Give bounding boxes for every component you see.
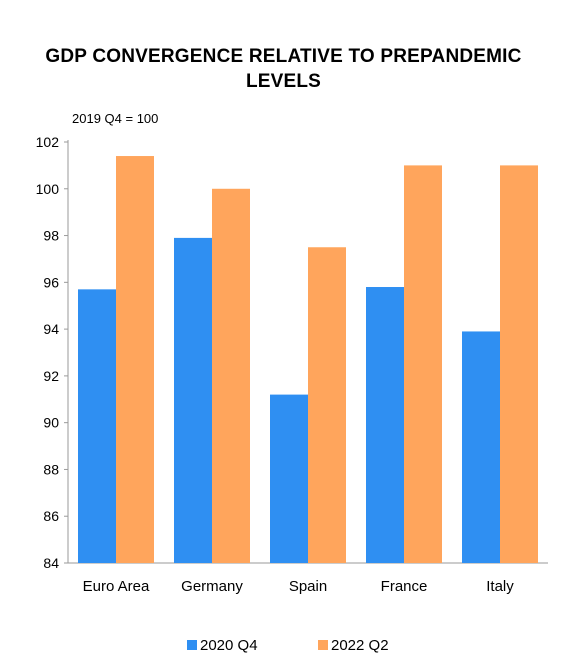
bar-italy-2020-q4 — [462, 331, 500, 563]
bars — [78, 156, 538, 564]
y-tick-label: 84 — [43, 555, 59, 571]
y-tick-label: 92 — [43, 368, 59, 384]
legend-swatch — [187, 640, 197, 650]
unit-note: 2019 Q4 = 100 — [72, 111, 159, 126]
y-tick-label: 102 — [36, 134, 60, 150]
legend-swatch — [318, 640, 328, 650]
y-tick-label: 98 — [43, 228, 59, 244]
x-tick-label: France — [381, 578, 428, 595]
legend: 2020 Q4 2022 Q2 — [187, 637, 389, 654]
x-tick-labels: Euro Area Germany Spain France Italy — [83, 578, 515, 595]
x-tick-label: Germany — [181, 578, 243, 595]
bar-italy-2022-q2 — [500, 165, 538, 563]
legend-label: 2020 Q4 — [200, 637, 258, 654]
bar-spain-2022-q2 — [308, 247, 346, 563]
bar-euro-area-2022-q2 — [116, 156, 154, 564]
y-tick-label: 86 — [43, 508, 59, 524]
y-tick-label: 90 — [43, 415, 59, 431]
bar-france-2022-q2 — [404, 165, 442, 563]
y-tick-label: 100 — [36, 181, 60, 197]
y-tick-label: 96 — [43, 274, 59, 290]
bar-germany-2022-q2 — [212, 188, 250, 563]
bar-france-2020-q4 — [366, 287, 404, 563]
legend-label: 2022 Q2 — [331, 637, 389, 654]
y-tick-label: 94 — [43, 321, 59, 337]
bar-euro-area-2020-q4 — [78, 289, 116, 563]
y-tick-labels: 84 86 88 90 92 94 96 98 100 102 — [36, 134, 60, 571]
bar-germany-2020-q4 — [174, 237, 212, 563]
chart-title: GDP CONVERGENCE RELATIVE TO PREPANDEMIC … — [45, 46, 522, 92]
bar-spain-2020-q4 — [270, 394, 308, 563]
x-tick-label: Euro Area — [83, 578, 150, 595]
x-tick-label: Spain — [289, 578, 327, 595]
x-tick-label: Italy — [486, 578, 514, 595]
y-tick-label: 88 — [43, 461, 59, 477]
